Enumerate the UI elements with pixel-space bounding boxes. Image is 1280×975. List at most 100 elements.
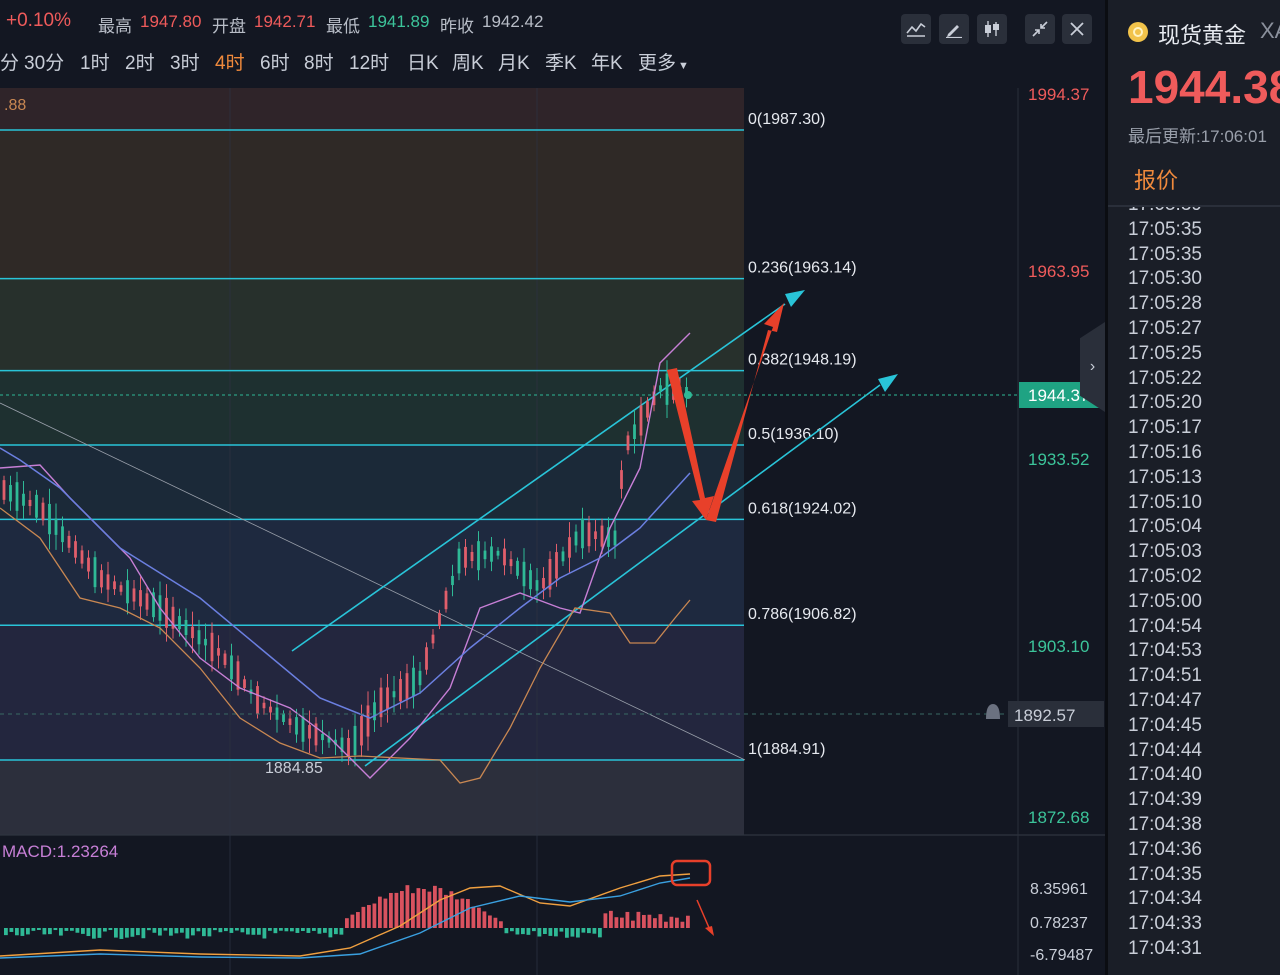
- tick-time-item: 17:04:39: [1128, 789, 1202, 811]
- change-percent: +0.10%: [6, 10, 71, 31]
- candle-body: [139, 590, 142, 607]
- fib-zone: [0, 625, 744, 760]
- candle-body: [353, 725, 357, 756]
- indicator-button[interactable]: [901, 14, 931, 44]
- more-timeframes-dropdown[interactable]: 更多 ▼: [638, 48, 689, 75]
- tick-time-item: 17:05:17: [1128, 417, 1202, 439]
- tick-time-item: 17:05:16: [1128, 441, 1202, 463]
- collapse-chart-button[interactable]: [1025, 14, 1055, 44]
- candle-body: [496, 550, 500, 556]
- macd-histogram-bar: [213, 928, 217, 931]
- macd-histogram-bar: [86, 928, 91, 937]
- macd-histogram-bar: [394, 892, 399, 928]
- tab-timeframe-1h[interactable]: 1时: [80, 53, 110, 74]
- macd-histogram-bar: [262, 928, 267, 939]
- candle-body: [529, 570, 532, 590]
- candle-body: [659, 385, 662, 391]
- candle-body: [197, 630, 201, 645]
- expand-panel-tab[interactable]: ›: [1080, 322, 1105, 412]
- candle-body: [399, 679, 402, 702]
- macd-histogram-bar: [642, 914, 646, 928]
- price-chart[interactable]: 0(1987.30) 0.236(1963.14) 0.382(1948.19) 0.…: [0, 88, 1105, 975]
- macd-histogram-bar: [598, 928, 602, 938]
- macd-histogram-bar: [339, 928, 344, 935]
- tab-timeframe-3h[interactable]: 3时: [170, 53, 200, 74]
- macd-histogram-bar: [136, 928, 140, 936]
- macd-histogram-bar: [636, 911, 641, 928]
- macd-histogram-bar: [510, 928, 514, 932]
- draw-button[interactable]: [939, 14, 969, 44]
- macd-histogram-bar: [196, 928, 201, 932]
- tab-timeframe-2h[interactable]: 2时: [125, 53, 155, 74]
- candle-body: [210, 632, 214, 662]
- tick-time-item: 17:04:44: [1128, 739, 1202, 761]
- macd-histogram-bar: [504, 928, 509, 934]
- macd-histogram-bar: [356, 912, 360, 928]
- candle-body: [555, 552, 558, 579]
- macd-histogram-bar: [273, 928, 278, 934]
- macd-histogram-bar: [526, 928, 531, 935]
- candle-body: [61, 526, 64, 543]
- candle-body: [425, 647, 428, 670]
- candle-body: [470, 552, 474, 561]
- channel-arrowhead: [878, 374, 898, 392]
- candle-body: [464, 546, 467, 568]
- small-arrowhead-annotation: [705, 926, 714, 936]
- macd-histogram-bar: [653, 918, 657, 928]
- candle-body: [243, 679, 246, 688]
- fib-label: 0.236(1963.14): [748, 260, 857, 277]
- candle-body: [184, 619, 188, 636]
- tab-timeframe-12h[interactable]: 12时: [349, 53, 390, 74]
- tab-timeframe-6h[interactable]: 6时: [260, 53, 290, 74]
- tab-timeframe-30m[interactable]: 30分: [24, 53, 65, 74]
- more-label: 更多: [638, 53, 677, 74]
- tab-timeframe-8h[interactable]: 8时: [304, 53, 334, 74]
- macd-histogram-bar: [301, 928, 305, 932]
- candle-body: [334, 739, 337, 745]
- chart-area[interactable]: 0(1987.30) 0.236(1963.14) 0.382(1948.19) 0.…: [0, 88, 1105, 975]
- candle-body: [477, 541, 480, 571]
- tab-timeframe-season[interactable]: 季K: [545, 53, 577, 74]
- macd-histogram-bar: [317, 928, 322, 934]
- macd-histogram-bar: [400, 891, 404, 928]
- gold-coin-icon: [1128, 22, 1148, 42]
- macd-histogram-bar: [103, 928, 107, 932]
- macd-histogram-bar: [37, 928, 41, 931]
- tick-time-item: 17:04:47: [1128, 689, 1202, 711]
- tick-time-item: 17:04:34: [1128, 888, 1202, 910]
- tick-time-item: 17:04:45: [1128, 714, 1202, 736]
- tab-timeframe-year[interactable]: 年K: [591, 53, 623, 74]
- tick-time-item: 17:04:36: [1128, 838, 1202, 860]
- tick-time-list[interactable]: 17:05:3917:05:3517:05:3517:05:3017:05:28…: [1128, 207, 1278, 975]
- corner-value: .88: [4, 97, 26, 114]
- symbol-code: XA: [1260, 18, 1280, 43]
- ma-mid-line: [0, 447, 691, 719]
- macd-histogram-bar: [20, 928, 25, 936]
- candle-body: [607, 527, 610, 547]
- candle-body: [542, 577, 545, 589]
- tab-quotes[interactable]: 报价: [1134, 168, 1179, 193]
- candle-body: [152, 592, 155, 618]
- macd-histogram-bar: [224, 928, 228, 932]
- macd-histogram-bar: [97, 928, 102, 938]
- macd-histogram-bar: [328, 928, 333, 938]
- tick-time-item: 17:05:10: [1128, 491, 1202, 513]
- macd-histogram-bar: [246, 928, 250, 935]
- candle-body: [100, 570, 103, 588]
- tab-timeframe-month[interactable]: 月K: [498, 53, 530, 74]
- bell-icon: [986, 704, 1000, 719]
- close-button[interactable]: [1062, 14, 1092, 44]
- tick-time-item: 17:05:20: [1128, 392, 1202, 414]
- panel-divider: [1105, 0, 1108, 975]
- tab-timeframe-day[interactable]: 日K: [407, 53, 439, 74]
- candle-type-button[interactable]: [977, 14, 1007, 44]
- macd-histogram-bar: [345, 918, 349, 928]
- candle-body: [613, 530, 617, 546]
- tab-timeframe-1[interactable]: 分: [0, 53, 20, 74]
- tick-time-item: 17:04:51: [1128, 665, 1202, 687]
- candle-body: [74, 541, 77, 558]
- tab-timeframe-4h[interactable]: 4时: [215, 53, 245, 74]
- candle-body: [256, 686, 259, 714]
- candle-body: [412, 667, 415, 697]
- tab-timeframe-week[interactable]: 周K: [452, 53, 484, 74]
